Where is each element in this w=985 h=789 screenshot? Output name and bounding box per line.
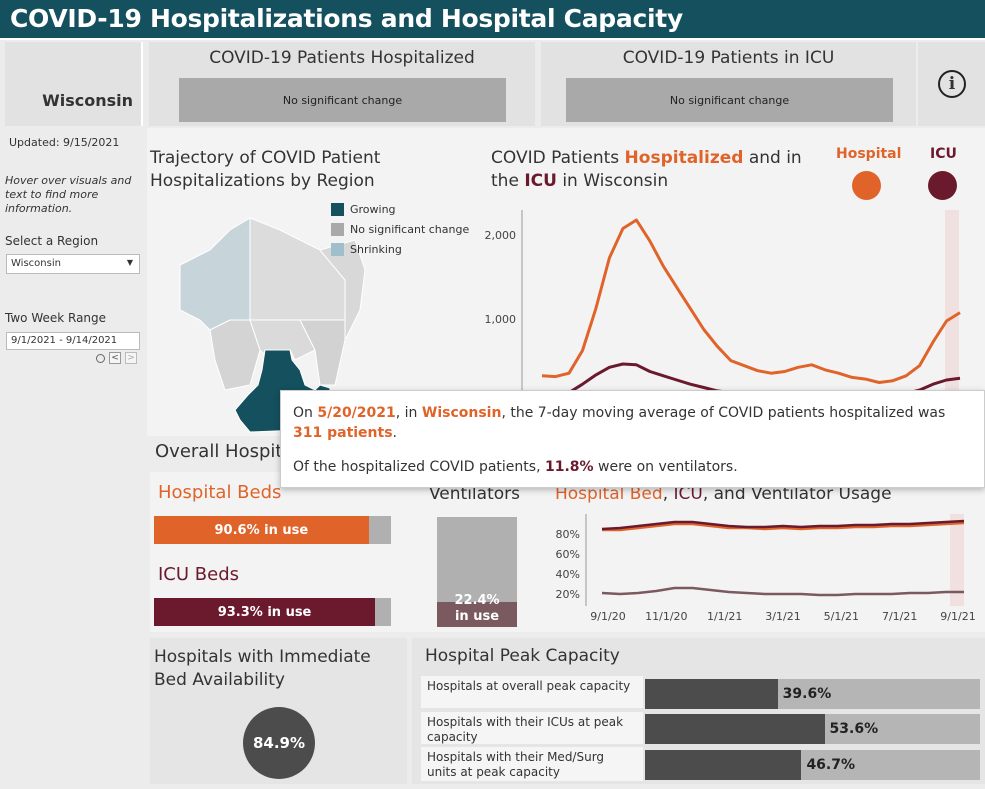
hover-tooltip: On 5/20/2021, in Wisconsin, the 7-day mo… [280, 390, 985, 488]
peak-row-bar-overall[interactable] [645, 679, 980, 709]
legend-swatch-growing [331, 203, 344, 216]
updated-date: Updated: 9/15/2021 [9, 136, 120, 149]
usage-x-tick: 5/1/21 [824, 610, 859, 623]
legend-hospital-label: Hospital [836, 146, 902, 162]
region-box: Wisconsin [5, 42, 143, 126]
peak-row-label-medsurg: Hospitals with their Med/Surg units at p… [421, 747, 643, 781]
legend-hospital-dot[interactable] [852, 171, 881, 200]
legend-label-no-change: No significant change [350, 223, 470, 236]
peak-row-bar-medsurg[interactable] [645, 750, 980, 780]
hospitalized-stat-status: No significant change [179, 78, 506, 122]
peak-row-fill-icu [645, 714, 825, 744]
usage-x-tick: 9/1/21 [940, 610, 975, 623]
availability-title: Hospitals with Immediate Bed Availabilit… [154, 647, 371, 690]
capacity-section-title: Overall Hospit [155, 441, 283, 462]
availability-panel: Hospitals with Immediate Bed Availabilit… [150, 638, 407, 784]
usage-x-tick: 1/1/21 [707, 610, 742, 623]
legend-label-growing: Growing [350, 203, 396, 216]
range-label: Two Week Range [5, 311, 107, 325]
series-hospital-bed [602, 521, 965, 532]
legend-label-shrinking: Shrinking [350, 243, 402, 256]
legend-swatch-no-change [331, 223, 344, 236]
availability-value-circle[interactable]: 84.9% [243, 707, 315, 779]
hospitalized-stat-header: COVID-19 Patients Hospitalized [209, 48, 475, 68]
map-title: Trajectory of COVID Patient Hospitalizat… [150, 148, 381, 191]
icu-beds-label: ICU Beds [158, 564, 239, 585]
region-select[interactable]: Wisconsin ▼ [6, 254, 140, 274]
map-region-west [209, 319, 261, 391]
legend-swatch-shrinking [331, 243, 344, 256]
usage-y-tick: 60% [556, 548, 580, 561]
legend-icu-dot[interactable] [928, 171, 957, 200]
map-region-east [299, 319, 346, 386]
usage-x-tick: 11/1/20 [645, 610, 687, 623]
region-select-value: Wisconsin [11, 258, 61, 269]
icu-stat-status: No significant change [566, 78, 893, 122]
hospital-beds-bar[interactable]: 90.6% in use [154, 516, 391, 544]
icu-stat-card[interactable]: COVID-19 Patients in ICU No significant … [541, 42, 916, 126]
hospitalized-line-chart[interactable]: 2,000 1,000 [480, 205, 985, 395]
peak-row-label-icu: Hospitals with their ICUs at peak capaci… [421, 712, 643, 744]
range-reset-icon[interactable] [96, 354, 105, 363]
hover-hint: Hover over visuals and text to find more… [5, 174, 132, 215]
peak-row-bar-icu[interactable] [645, 714, 980, 744]
hospital-beds-label: Hospital Beds [158, 482, 282, 503]
usage-x-tick: 3/1/21 [765, 610, 800, 623]
chevron-down-icon: ▼ [126, 258, 133, 267]
select-region-label: Select a Region [5, 234, 99, 248]
usage-y-tick: 40% [556, 568, 580, 581]
usage-y-tick: 80% [556, 528, 580, 541]
hospital-beds-fill: 90.6% in use [154, 516, 369, 544]
map-region-northeast [319, 239, 366, 341]
range-next-button[interactable]: > [125, 352, 137, 364]
map-region-northwest [179, 217, 251, 331]
dashboard-title: COVID-19 Hospitalizations and Hospital C… [0, 0, 985, 40]
usage-y-tick: 20% [556, 588, 580, 601]
ventilators-label: Ventilators [429, 484, 520, 504]
peak-row-value-overall: 39.6% [782, 686, 832, 702]
usage-x-tick: 7/1/21 [882, 610, 917, 623]
legend-icu-label: ICU [930, 146, 957, 162]
y-tick-1000: 1,000 [485, 313, 517, 326]
icu-beds-bar[interactable]: 93.3% in use [154, 598, 391, 626]
ventilators-fill [437, 602, 517, 627]
region-name: Wisconsin [42, 91, 133, 110]
peak-capacity-title: Hospital Peak Capacity [425, 646, 620, 666]
selected-range-highlight [950, 514, 964, 606]
sidebar: Updated: 9/15/2021 Hover over visuals an… [0, 128, 146, 789]
range-input[interactable]: 9/1/2021 - 9/14/2021 [6, 332, 140, 350]
peak-row-value-icu: 53.6% [829, 721, 879, 737]
hospitalized-stat-card[interactable]: COVID-19 Patients Hospitalized No signif… [149, 42, 535, 126]
peak-row-fill-medsurg [645, 750, 802, 780]
peak-row-label-overall: Hospitals at overall peak capacity [421, 676, 643, 708]
usage-x-tick: 9/1/20 [590, 610, 625, 623]
info-icon[interactable]: i [938, 70, 966, 98]
usage-line-chart[interactable]: 80% 60% 40% 20% 9/1/20 11/1/20 1/1/21 3/1/21 5/… [550, 508, 980, 626]
peak-row-fill-overall [645, 679, 778, 709]
ventilators-value: 22.4% in use [454, 593, 500, 624]
selected-range-highlight [945, 210, 959, 395]
icu-beds-fill: 93.3% in use [154, 598, 376, 626]
icu-stat-header: COVID-19 Patients in ICU [622, 48, 835, 68]
ventilators-bar[interactable]: 22.4% in use [437, 517, 517, 627]
line-chart-title: COVID Patients Hospitalized and in the I… [491, 148, 802, 191]
series-hospital [541, 218, 961, 384]
range-prev-button[interactable]: < [109, 352, 121, 364]
usage-chart-title: Hospital Bed, ICU, and Ventilator Usage [555, 484, 892, 504]
series-ventilator [601, 586, 964, 597]
peak-row-value-medsurg: 46.7% [806, 757, 856, 773]
series-icu-usage [601, 519, 965, 531]
y-tick-2000: 2,000 [485, 229, 517, 242]
